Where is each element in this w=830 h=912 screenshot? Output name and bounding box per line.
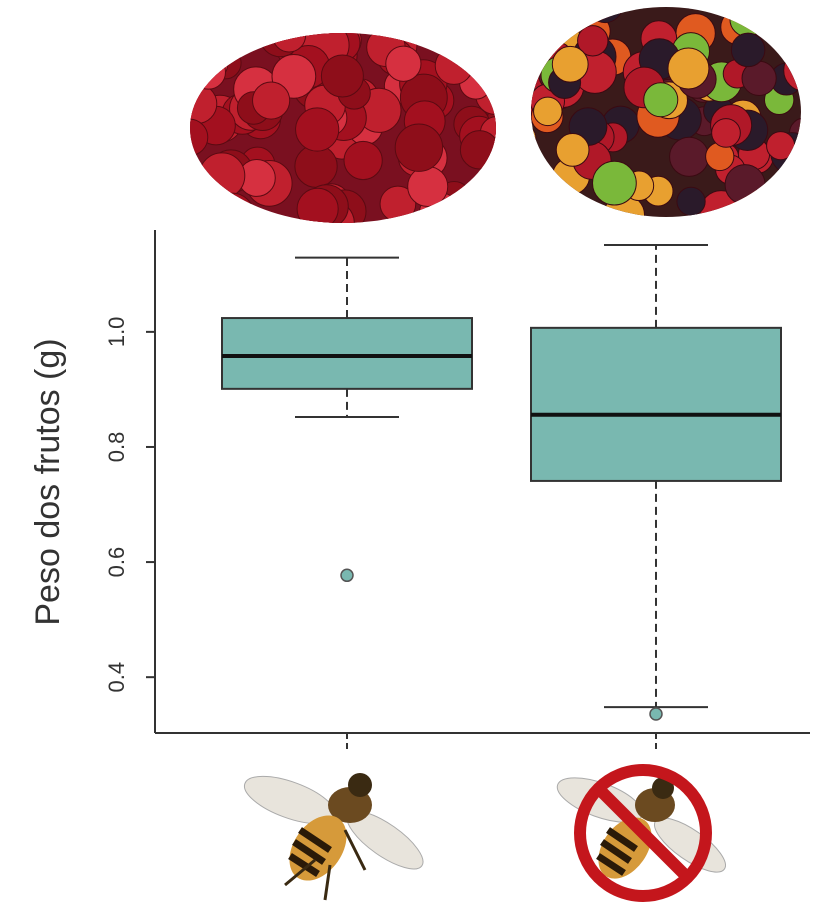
berry	[473, 171, 512, 210]
berry	[788, 155, 830, 198]
berry	[730, 2, 764, 36]
berry	[212, 193, 254, 235]
berry	[190, 26, 225, 61]
chart: Peso dos frutos (g) 0.4 0.6 0.8 1.0	[0, 0, 830, 912]
berry	[644, 83, 678, 117]
berry	[549, 0, 590, 26]
berry	[670, 137, 709, 176]
berry	[435, 47, 473, 85]
berry	[191, 55, 225, 89]
berry	[173, 194, 221, 242]
outlier	[341, 569, 353, 581]
berry	[490, 145, 524, 179]
ripe-berries-image	[162, 14, 530, 247]
berry	[795, 181, 827, 213]
bee-image	[239, 767, 431, 900]
berry	[253, 82, 290, 119]
berry	[788, 0, 821, 22]
berry	[177, 84, 216, 123]
y-tick-label: 0.4	[104, 662, 129, 693]
berry	[185, 185, 226, 226]
berry	[171, 119, 207, 155]
berry	[798, 167, 830, 207]
berry	[534, 97, 562, 125]
berry	[408, 166, 448, 206]
berry	[593, 161, 637, 205]
outlier	[650, 708, 662, 720]
berry	[454, 201, 492, 239]
berry	[677, 187, 705, 215]
berry	[731, 33, 765, 67]
berry	[188, 197, 224, 233]
y-tick-label: 1.0	[104, 317, 129, 348]
berry	[386, 46, 421, 81]
berry	[508, 157, 543, 192]
berry	[556, 134, 589, 167]
berry	[805, 0, 830, 22]
berry	[163, 162, 202, 201]
berry	[297, 188, 338, 229]
berry	[321, 55, 363, 97]
no-bee-image	[552, 769, 733, 896]
y-tick-label: 0.8	[104, 432, 129, 463]
berry	[344, 141, 382, 179]
berry	[273, 19, 306, 52]
box	[222, 318, 472, 389]
y-tick-label: 0.6	[104, 547, 129, 578]
berry	[506, 123, 536, 153]
page: Peso dos frutos (g) 0.40.60.81.0 (() => …	[0, 0, 830, 912]
berry	[187, 14, 228, 55]
berry	[767, 132, 795, 160]
berry	[477, 192, 523, 238]
berry	[296, 108, 339, 151]
berry	[509, 28, 542, 61]
berry	[199, 153, 245, 199]
berry	[552, 46, 588, 82]
berry	[460, 131, 498, 169]
berry	[712, 119, 741, 148]
berry	[502, 196, 540, 234]
box	[531, 328, 781, 481]
y-axis-label: Peso dos frutos (g)	[29, 338, 67, 625]
berry	[540, 0, 580, 28]
mixed-berries-image	[502, 0, 830, 236]
berry	[784, 49, 826, 91]
berry	[741, 203, 771, 233]
berry	[458, 32, 496, 70]
berry	[668, 48, 709, 89]
berry	[395, 124, 442, 171]
berry	[725, 165, 765, 205]
